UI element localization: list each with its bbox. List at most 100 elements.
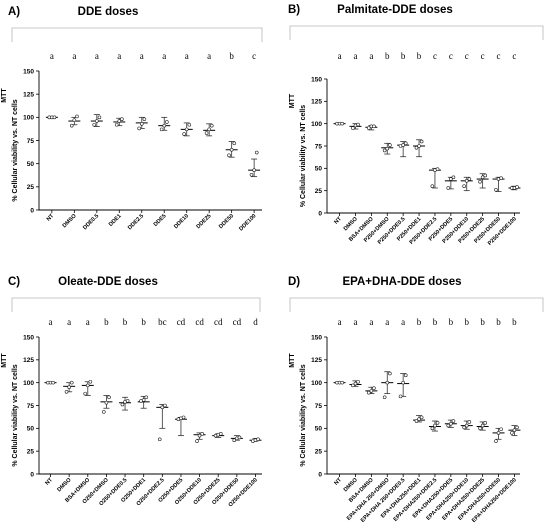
y-axis-prefix: MTT (1, 88, 8, 103)
significance-letter: a (401, 317, 405, 327)
significance-letter: c (449, 51, 453, 61)
data-point (480, 423, 485, 428)
significance-letter: c (465, 51, 469, 61)
y-axis-label: % Cellular viability vs. NT cells (300, 364, 307, 466)
significance-letter: a (207, 51, 211, 61)
data-point (114, 122, 119, 127)
x-tick-label: DMSO (56, 477, 73, 494)
significance-letter: a (67, 317, 71, 327)
y-tick-label: 125 (23, 357, 34, 364)
y-axis-label: % Cellular viability vs. NT cells (12, 99, 19, 201)
data-point (200, 432, 204, 436)
y-tick-label: 0 (30, 471, 34, 478)
data-point (184, 127, 189, 132)
data-point (67, 385, 71, 390)
significance-letter: b (417, 317, 422, 327)
data-point (165, 120, 169, 124)
x-tick-label: DDE1 (108, 213, 123, 228)
data-point (252, 168, 256, 172)
data-point (356, 122, 360, 127)
significance-letter: b (512, 317, 517, 327)
data-point (69, 123, 74, 128)
data-point (102, 410, 106, 414)
data-point (430, 426, 435, 431)
significance-letter: a (338, 51, 342, 61)
x-tick-label: DDE100 (238, 213, 257, 232)
x-tick-label: DDE0.5 (82, 213, 100, 231)
data-point (417, 144, 421, 148)
data-point (120, 402, 125, 407)
data-point (435, 167, 440, 172)
y-axis-prefix: MTT (289, 353, 296, 368)
panel-label: C) (8, 276, 20, 288)
data-point (430, 184, 435, 188)
significance-letter: c (497, 51, 501, 61)
data-point (52, 115, 57, 120)
panel-label: D) (288, 276, 300, 288)
data-point (510, 431, 514, 435)
data-point (414, 145, 419, 150)
data-point (232, 141, 237, 146)
data-point (369, 389, 374, 393)
significance-letter: c (252, 51, 256, 61)
significance-letter: b (496, 317, 501, 327)
y-tick-label: 125 (23, 91, 34, 98)
data-point (366, 390, 371, 395)
y-tick-label: 100 (311, 121, 322, 128)
chart-panel-1: A) DDE doses 0 25 50 75 100 125 150 % Cellular vi… (1, 6, 263, 232)
data-point (467, 420, 472, 424)
x-tick-label: NT (333, 477, 343, 487)
chart-title: Palmitate-DDE doses (337, 4, 453, 16)
y-tick-label: 150 (311, 334, 322, 341)
x-tick-label: DDE50 (218, 213, 235, 230)
y-tick-label: 50 (315, 426, 323, 433)
data-point (401, 143, 405, 147)
data-point (401, 380, 405, 385)
data-point (478, 426, 482, 431)
data-point (353, 381, 358, 386)
data-point (451, 419, 456, 423)
data-point (464, 423, 469, 428)
data-point (403, 373, 408, 378)
y-tick-label: 25 (315, 448, 323, 455)
data-point (229, 147, 234, 152)
y-tick-label: 50 (27, 426, 35, 433)
data-point (446, 423, 451, 428)
significance-letter: a (369, 51, 373, 61)
y-tick-label: 150 (23, 334, 34, 341)
chart-panel-3: C) Oleate-DDE doses 0 25 50 75 100 125 150 % Cell… (1, 276, 262, 508)
data-point (187, 122, 192, 127)
significance-letter: cd (195, 317, 204, 327)
significance-letter: a (369, 317, 373, 327)
data-point (382, 395, 387, 400)
significance-letter: bc (158, 317, 167, 327)
data-point (483, 421, 488, 425)
data-point (139, 122, 144, 126)
data-point (142, 117, 147, 121)
data-point (388, 371, 392, 376)
panel-bracket (11, 27, 263, 42)
y-tick-label: 50 (27, 161, 35, 168)
data-point (159, 127, 164, 132)
y-tick-label: 75 (315, 403, 323, 410)
y-axis-label: % Cellular viability vs. NT cells (300, 105, 307, 207)
y-tick-label: 125 (311, 99, 322, 106)
y-tick-label: 100 (311, 380, 322, 387)
data-point (494, 439, 498, 443)
chart-title: DDE doses (78, 6, 139, 18)
data-point (157, 437, 162, 442)
data-point (435, 421, 440, 425)
y-tick-label: 100 (23, 380, 34, 387)
data-point (499, 427, 503, 432)
x-tick-label: DDE5 (153, 213, 168, 228)
y-axis-prefix: MTT (1, 353, 8, 368)
significance-letter: a (95, 51, 99, 61)
data-point (398, 394, 403, 399)
data-point (351, 383, 355, 388)
y-tick-label: 100 (23, 115, 34, 122)
y-axis-label: % Cellular viability vs. NT cells (12, 364, 19, 466)
data-point (462, 425, 466, 430)
data-point (372, 124, 376, 129)
data-point (372, 386, 376, 390)
data-point (160, 405, 165, 410)
